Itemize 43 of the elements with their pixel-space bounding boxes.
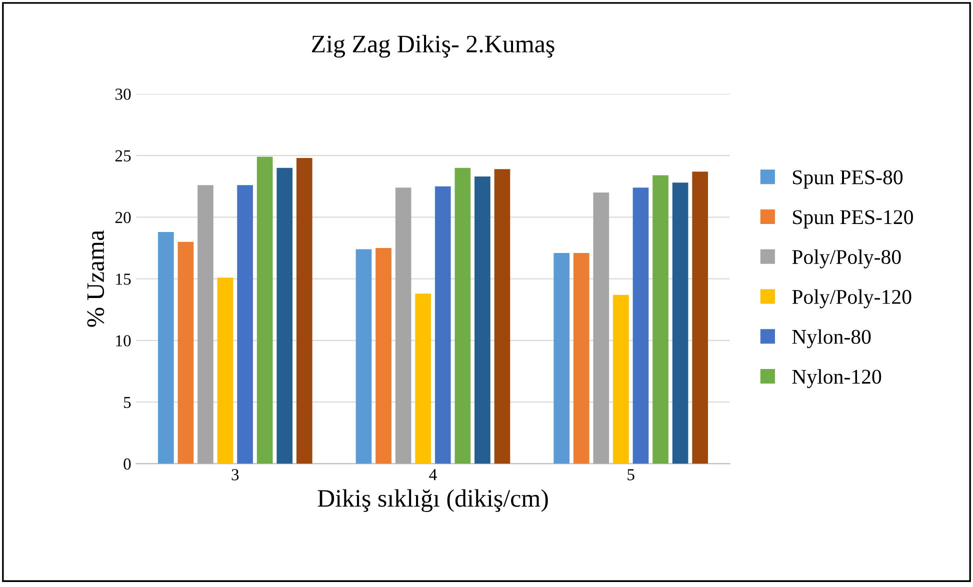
- y-tick-label: 0: [124, 458, 131, 470]
- bar: [158, 232, 174, 464]
- bar: [395, 188, 412, 464]
- bar: [237, 185, 253, 464]
- x-tick-label: 4: [429, 469, 437, 480]
- legend-label: Spun PES-80: [793, 170, 903, 189]
- bar: [474, 176, 490, 464]
- x-tick-label: 3: [232, 469, 239, 480]
- y-tick-label: 20: [115, 212, 131, 224]
- bar: [178, 242, 194, 464]
- y-tick-label: 30: [115, 88, 131, 100]
- chart-title: Zig Zag Dikiş- 2.Kumaş: [312, 34, 554, 58]
- x-tick-label: 5: [628, 469, 634, 480]
- bar: [573, 252, 590, 464]
- legend-label: Poly/Poly-120: [792, 289, 912, 308]
- bar: [494, 169, 510, 464]
- x-axis-title: Dikiş sıklığı (dikiş/cm): [318, 489, 548, 512]
- bar: [652, 175, 668, 464]
- legend-label: Spun PES-120: [793, 210, 913, 228]
- bar: [554, 252, 570, 464]
- bar: [632, 188, 649, 464]
- bar: [356, 249, 372, 464]
- y-tick-label: 25: [115, 150, 131, 162]
- legend-label: Poly/Poly-80: [792, 249, 901, 268]
- bar: [672, 182, 688, 464]
- bar: [217, 278, 234, 464]
- bar: [256, 156, 273, 464]
- bar: [198, 185, 214, 464]
- y-tick-label: 5: [124, 396, 131, 408]
- legend-label: Nylon-120: [792, 369, 882, 388]
- bar: [434, 186, 451, 464]
- y-axis-title: % Uzama: [87, 230, 104, 327]
- bar: [692, 172, 708, 464]
- bar: [415, 294, 432, 464]
- bar: [376, 248, 392, 464]
- y-tick-label: 15: [116, 274, 131, 285]
- bar: [276, 168, 293, 464]
- y-tick-label: 10: [116, 335, 131, 346]
- bar: [613, 294, 629, 464]
- bar: [593, 192, 610, 464]
- legend-label: Nylon-80: [792, 329, 871, 348]
- bar: [454, 168, 471, 464]
- bar: [296, 158, 312, 464]
